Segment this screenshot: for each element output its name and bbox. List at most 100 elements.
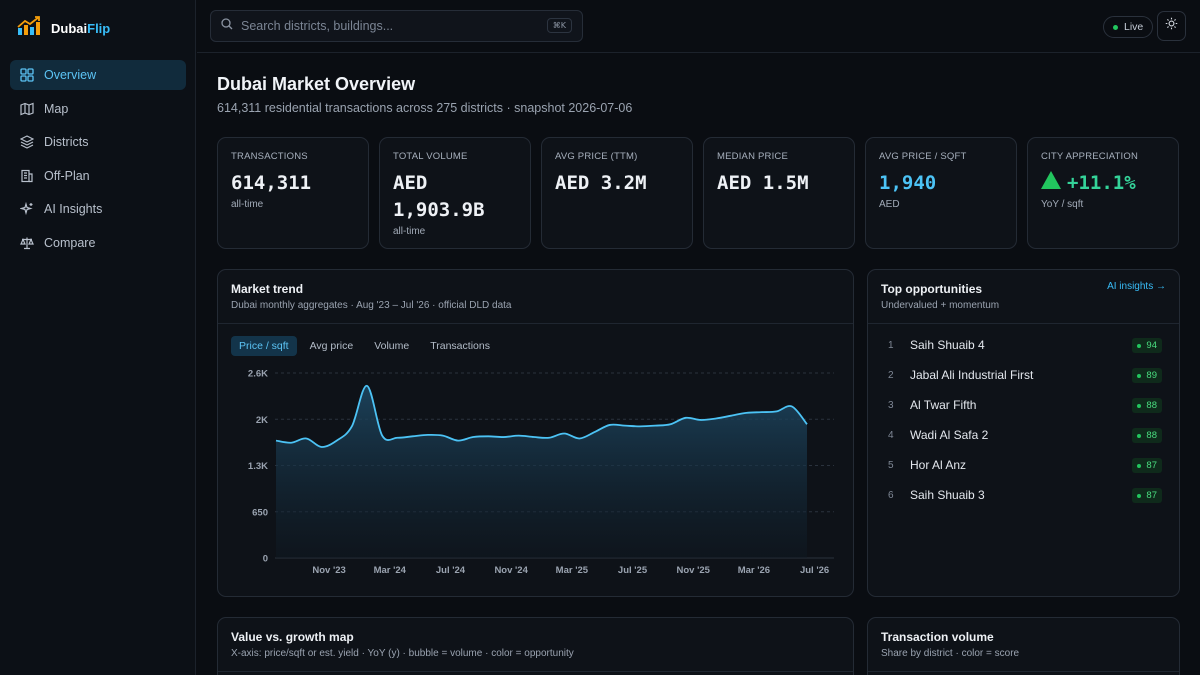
- score-value: 88: [1146, 400, 1157, 411]
- x-tick-label: Jul '24: [436, 565, 466, 576]
- market-trend-card: Market trend Dubai monthly aggregates · …: [217, 269, 854, 597]
- x-tick-label: Jul '26: [800, 565, 829, 576]
- kpi-label: MEDIAN PRICE: [717, 151, 789, 162]
- kpi-sub: all-time: [393, 226, 426, 237]
- kpi-label: CITY APPRECIATION: [1041, 151, 1139, 162]
- tab-volume[interactable]: Volume: [374, 340, 410, 352]
- list-item-name: Al Twar Fifth: [910, 398, 977, 412]
- score-value: 87: [1146, 460, 1157, 471]
- live-indicator[interactable]: Live: [1103, 16, 1154, 38]
- sidebar-item-label: Overview: [44, 68, 97, 82]
- ai-insights-link[interactable]: AI insights →: [1107, 281, 1166, 292]
- up-arrow-icon: [1041, 170, 1061, 197]
- app-logo[interactable]: DubaiFlip: [17, 16, 110, 41]
- kpi-value: +11.1%: [1067, 172, 1136, 194]
- score-value: 89: [1146, 370, 1157, 381]
- score-badge: 87: [1132, 458, 1162, 473]
- sidebar-item-label: Compare: [44, 235, 96, 250]
- score-value: 88: [1146, 430, 1157, 441]
- list-item[interactable]: 2 Jabal Ali Industrial First 89: [868, 360, 1179, 390]
- score-dot-icon: [1137, 463, 1142, 468]
- sidebar-item-map[interactable]: Map: [10, 94, 186, 124]
- sun-icon: [1165, 17, 1178, 35]
- list-item[interactable]: 3 Al Twar Fifth 88: [868, 390, 1179, 420]
- list-item[interactable]: 4 Wadi Al Safa 2 88: [868, 420, 1179, 450]
- kpi-sub: AED: [879, 199, 900, 210]
- scale-icon: [20, 236, 34, 250]
- kpi-value: 614,311: [231, 172, 312, 194]
- score-badge: 89: [1132, 368, 1162, 383]
- page-subtitle: 614,311 residential transactions across …: [217, 101, 633, 115]
- sparkles-icon: [20, 202, 34, 216]
- card-title: Transaction volume: [881, 630, 994, 644]
- sidebar-item-ai-insights[interactable]: AI Insights: [10, 194, 186, 224]
- kpi-sub: all-time: [231, 199, 264, 210]
- x-tick-label: Jul '25: [618, 565, 648, 576]
- live-label: Live: [1124, 21, 1144, 33]
- divider: [218, 671, 853, 672]
- kpi-sub: YoY / sqft: [1041, 199, 1084, 210]
- list-item-rank: 3: [888, 399, 894, 411]
- kpi-label: TOTAL VOLUME: [393, 151, 468, 162]
- divider: [218, 323, 853, 324]
- list-item[interactable]: 1 Saih Shuaib 4 94: [868, 330, 1179, 360]
- list-item-rank: 5: [888, 459, 894, 471]
- kpi-label: AVG PRICE / SQFT: [879, 151, 967, 162]
- tab-avg-price[interactable]: Avg price: [309, 340, 354, 352]
- sidebar-item-label: AI Insights: [44, 202, 103, 216]
- sidebar-item-compare[interactable]: Compare: [10, 228, 186, 258]
- list-item[interactable]: 6 Saih Shuaib 3 87: [868, 480, 1179, 510]
- y-tick-label: 650: [252, 507, 268, 518]
- kpi-transactions: TRANSACTIONS 614,311 all-time: [217, 137, 369, 249]
- sidebar-item-label: Districts: [44, 135, 89, 149]
- x-tick-label: Mar '25: [556, 565, 589, 576]
- x-tick-label: Nov '24: [494, 565, 528, 576]
- sidebar: DubaiFlip Overview Map Districts Off-Pla…: [0, 0, 196, 675]
- opportunities-list: 1 Saih Shuaib 4 94 2 Jabal Ali Industria…: [868, 330, 1179, 510]
- sidebar-item-districts[interactable]: Districts: [10, 127, 186, 157]
- kpi-city-appreciation: CITY APPRECIATION +11.1% YoY / sqft: [1027, 137, 1179, 249]
- sidebar-item-label: Off-Plan: [44, 168, 90, 183]
- value-growth-card: Value vs. growth map X-axis: price/sqft …: [217, 617, 854, 675]
- tab-transactions[interactable]: Transactions: [430, 340, 490, 352]
- score-dot-icon: [1137, 403, 1142, 408]
- sidebar-item-overview[interactable]: Overview: [10, 60, 186, 90]
- search-input[interactable]: [241, 19, 541, 33]
- list-item-name: Wadi Al Safa 2: [910, 428, 989, 442]
- kpi-label: AVG PRICE (TTM): [555, 151, 638, 162]
- divider: [868, 671, 1179, 672]
- kpi-value: AED 1,903.9B: [393, 172, 485, 221]
- transaction-volume-card: Transaction volume Share by district · c…: [867, 617, 1180, 675]
- kpi-avg-price: AVG PRICE (TTM) AED 3.2M: [541, 137, 693, 249]
- app-name: DubaiFlip: [51, 21, 110, 36]
- x-tick-label: Mar '24: [374, 565, 407, 576]
- list-item[interactable]: 5 Hor Al Anz 87: [868, 450, 1179, 480]
- kpi-total-volume: TOTAL VOLUME AED 1,903.9B all-time: [379, 137, 531, 249]
- divider: [868, 323, 1179, 324]
- search-box[interactable]: ⌘K: [210, 10, 583, 42]
- grid-icon: [20, 68, 34, 82]
- market-trend-chart: 0 650 1.3K 2K 2.6K Nov '23 Mar '24 Jul '24 Nov …: [248, 369, 834, 576]
- card-subtitle: Share by district · color = score: [881, 648, 1020, 659]
- list-item-rank: 4: [888, 429, 894, 441]
- score-dot-icon: [1137, 373, 1142, 378]
- map-icon: [20, 102, 34, 116]
- list-item-name: Hor Al Anz: [910, 458, 967, 472]
- sidebar-item-label: Map: [44, 101, 69, 116]
- theme-toggle-button[interactable]: [1157, 11, 1186, 41]
- app-name-part2: Flip: [87, 21, 111, 36]
- card-subtitle: Undervalued + momentum: [881, 300, 1000, 311]
- topbar: ⌘K Live: [197, 0, 1200, 53]
- search-shortcut: ⌘K: [546, 18, 572, 33]
- tab-price-sqft[interactable]: Price / sqft: [231, 336, 297, 356]
- score-value: 87: [1146, 490, 1157, 501]
- list-item-name: Saih Shuaib 3: [910, 488, 985, 502]
- card-subtitle: X-axis: price/sqft or est. yield · YoY (…: [231, 648, 574, 659]
- list-item-rank: 6: [888, 489, 894, 501]
- score-value: 94: [1146, 340, 1157, 351]
- top-opportunities-card: Top opportunities Undervalued + momentum…: [867, 269, 1180, 597]
- sidebar-item-off-plan[interactable]: Off-Plan: [10, 161, 186, 191]
- score-badge: 88: [1132, 398, 1162, 413]
- x-tick-label: Nov '25: [677, 565, 711, 576]
- kpi-avg-price-sqft: AVG PRICE / SQFT 1,940 AED: [865, 137, 1017, 249]
